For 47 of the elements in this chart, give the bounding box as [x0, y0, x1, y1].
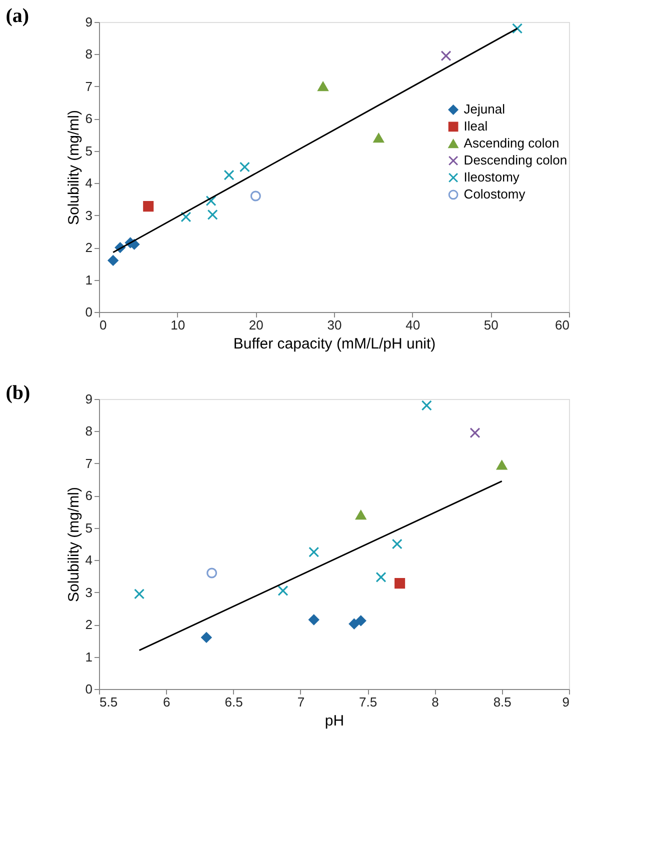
- y-axis-title: Solubility (mg/ml): [65, 486, 82, 602]
- legend-label: Jejunal: [464, 102, 506, 117]
- chart-title: (a): [6, 5, 30, 27]
- y-tick-label: 2: [85, 617, 92, 632]
- x-tick-label: 5.5: [100, 694, 118, 710]
- y-tick-label: 1: [85, 272, 92, 288]
- legend-label: Colostomy: [464, 186, 526, 202]
- x-tick-label: 9: [562, 694, 570, 710]
- y-tick-label: 3: [85, 584, 92, 600]
- y-tick-label: 9: [85, 392, 92, 406]
- x-tick-label: 30: [327, 318, 342, 332]
- y-tick-label: 3: [85, 208, 92, 223]
- y-tick-label: 6: [85, 111, 92, 126]
- y-tick-label: 9: [85, 14, 92, 30]
- x-tick-label: 0: [100, 318, 107, 332]
- y-tick-label: 6: [85, 488, 92, 504]
- x-axis-title: pH: [324, 712, 344, 730]
- legend-label: Ileal: [464, 118, 488, 134]
- x-tick-label: 8.5: [493, 694, 512, 710]
- y-tick-label: 1: [85, 649, 92, 664]
- y-tick-label: 7: [85, 78, 92, 94]
- x-axis-title: Buffer capacity (mM/L/pH unit): [233, 336, 436, 352]
- y-tick-label: 7: [85, 456, 92, 471]
- x-tick-label: 50: [484, 318, 498, 332]
- y-tick-label: 5: [85, 143, 92, 158]
- x-tick-label: 7.5: [359, 694, 378, 710]
- y-tick-label: 2: [85, 240, 92, 256]
- chart-title: (b): [6, 382, 30, 404]
- x-tick-label: 6: [163, 694, 170, 710]
- x-tick-label: 7: [297, 694, 305, 710]
- y-tick-label: 0: [85, 682, 92, 696]
- y-tick-label: 0: [85, 304, 92, 320]
- x-tick-label: 60: [555, 318, 570, 332]
- y-tick-label: 4: [85, 176, 92, 191]
- legend-label: Descending colon: [464, 152, 568, 168]
- x-tick-label: 6.5: [224, 694, 243, 710]
- legend-label: Ascending colon: [464, 136, 560, 151]
- legend-label: Ileostomy: [464, 170, 520, 185]
- y-tick-label: 4: [85, 552, 92, 568]
- x-tick-label: 10: [170, 318, 186, 332]
- x-tick-label: 8: [432, 694, 439, 710]
- x-tick-label: 40: [406, 318, 420, 332]
- y-tick-label: 8: [85, 424, 92, 439]
- y-axis-title: Solubility (mg/ml): [65, 110, 82, 226]
- y-tick-label: 5: [85, 520, 92, 536]
- x-tick-label: 20: [248, 318, 264, 332]
- y-tick-label: 8: [85, 46, 92, 62]
